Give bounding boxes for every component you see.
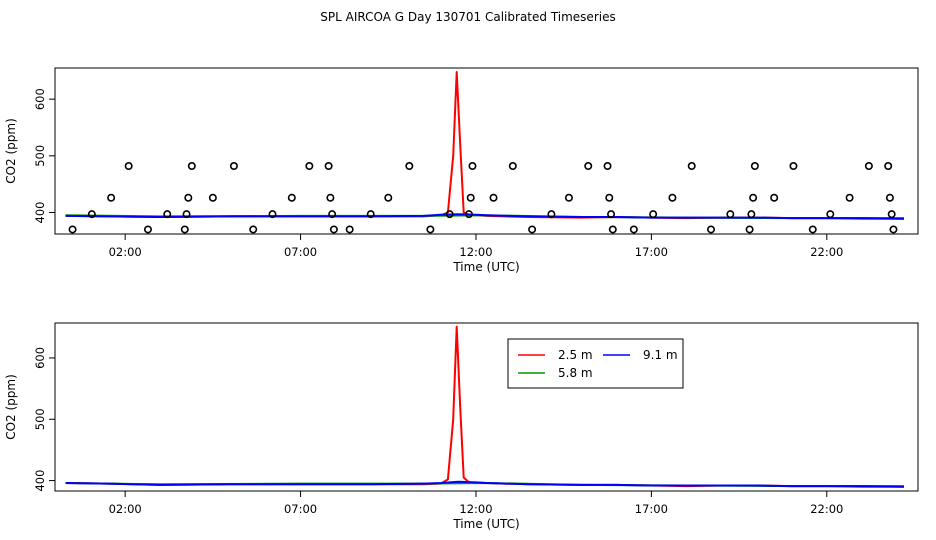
data-point [745, 225, 754, 234]
data-point [124, 162, 133, 171]
y-tick-label: 400 [33, 201, 47, 223]
data-point [726, 210, 735, 219]
data-point [887, 210, 896, 219]
data-point [384, 193, 393, 202]
x-tick-label: 12:00 [459, 502, 492, 516]
data-point [68, 225, 77, 234]
data-point [508, 162, 517, 171]
data-point [668, 193, 677, 202]
data-point [547, 210, 556, 219]
x-tick-label: 02:00 [109, 245, 142, 259]
data-point [143, 225, 152, 234]
panel-co2-by-height: 02:00 07:00 12:00 17:00 22:00 400 500 600 Time (… [4, 322, 919, 531]
data-point [328, 210, 337, 219]
legend-box [507, 338, 684, 389]
data-point [184, 193, 193, 202]
data-point [649, 210, 658, 219]
data-point [826, 210, 835, 219]
data-point [466, 193, 475, 202]
x-tick-label: 22:00 [810, 502, 843, 516]
data-point [326, 193, 335, 202]
data-point [528, 225, 537, 234]
x-tick-label: 12:00 [459, 245, 492, 259]
data-point [229, 162, 238, 171]
series-2-5-m [65, 325, 904, 488]
data-point [747, 210, 756, 219]
y-tick-label: 400 [33, 470, 47, 492]
y-tick-label: 600 [33, 88, 47, 110]
x-tick-label: 17:00 [635, 245, 668, 259]
data-point [607, 210, 616, 219]
data-point [629, 225, 638, 234]
series-9-1-m [65, 480, 905, 488]
data-point [324, 162, 333, 171]
x-axis-label: Time (UTC) [452, 517, 519, 531]
data-point [468, 162, 477, 171]
y-tick-label: 600 [33, 347, 47, 369]
data-point [489, 193, 498, 202]
data-point [180, 225, 189, 234]
data-point [287, 193, 296, 202]
y-axis-label: CO2 (ppm) [4, 118, 18, 184]
data-point [329, 225, 338, 234]
chart-title: SPL AIRCOA G Day 130701 Calibrated Times… [320, 10, 615, 24]
data-point [750, 162, 759, 171]
data-point [405, 162, 414, 171]
data-point [687, 162, 696, 171]
data-point [707, 225, 716, 234]
data-point [770, 193, 779, 202]
data-point [885, 193, 894, 202]
x-tick-label: 17:00 [635, 502, 668, 516]
data-point [87, 210, 96, 219]
x-tick-label: 07:00 [284, 245, 317, 259]
data-point [345, 225, 354, 234]
data-point [605, 193, 614, 202]
data-point [305, 162, 314, 171]
data-point [208, 193, 217, 202]
data-point [426, 225, 435, 234]
panel-calibrated-timeseries: 02:00 07:00 12:00 17:00 22:00 400 500 600 Time (… [4, 67, 919, 274]
data-point [889, 225, 898, 234]
data-point [445, 210, 454, 219]
data-point [864, 162, 873, 171]
data-point [789, 162, 798, 171]
data-point [187, 162, 196, 171]
data-point [808, 225, 817, 234]
data-point [603, 162, 612, 171]
plot-area [65, 71, 905, 234]
y-tick-label: 500 [33, 145, 47, 167]
data-point [182, 210, 191, 219]
data-point [608, 225, 617, 234]
x-tick-label: 02:00 [109, 502, 142, 516]
data-point [845, 193, 854, 202]
x-tick-label: 07:00 [284, 502, 317, 516]
data-point [107, 193, 116, 202]
data-point [464, 210, 473, 219]
data-point [163, 210, 172, 219]
x-axis-label: Time (UTC) [452, 260, 519, 274]
series-s91 [65, 213, 905, 220]
data-point [268, 210, 277, 219]
legend-label: 5.8 m [558, 366, 593, 380]
data-point [564, 193, 573, 202]
plot-frame [54, 322, 919, 492]
data-point [884, 162, 893, 171]
data-point [366, 210, 375, 219]
legend: 2.5 m 9.1 m 5.8 m [507, 338, 684, 389]
data-point [584, 162, 593, 171]
plot-frame [54, 67, 919, 235]
data-point [749, 193, 758, 202]
x-tick-label: 22:00 [810, 245, 843, 259]
y-tick-label: 500 [33, 408, 47, 430]
plot-area [65, 325, 905, 488]
legend-label: 9.1 m [643, 348, 678, 362]
legend-label: 2.5 m [558, 348, 593, 362]
data-point [249, 225, 258, 234]
y-axis-label: CO2 (ppm) [4, 374, 18, 440]
